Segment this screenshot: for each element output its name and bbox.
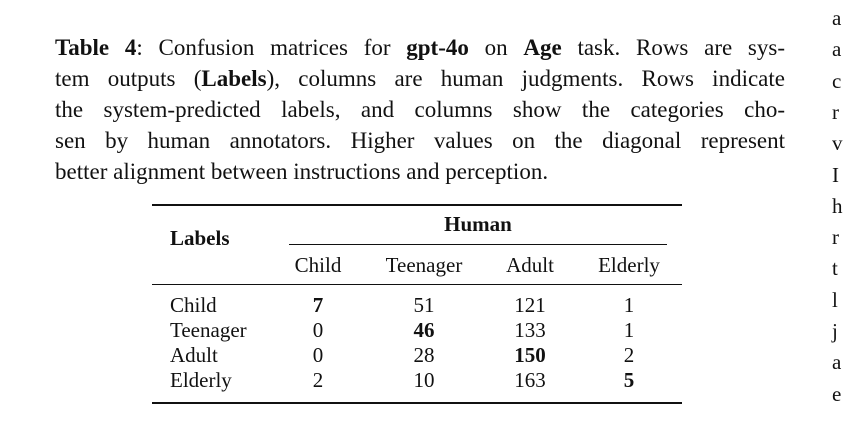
cell-value: 28 <box>413 343 435 367</box>
cell-value: 7 <box>312 293 324 317</box>
caption-text: ), columns are human judgments. Rows ind… <box>266 66 785 91</box>
cell-value: 121 <box>514 293 546 317</box>
cell-value: 0 <box>312 318 324 342</box>
caption-line: better alignment between instructions an… <box>55 156 785 187</box>
caption-bold: Age <box>523 35 562 60</box>
side-text: v <box>832 131 843 156</box>
row-label: Adult <box>170 343 218 367</box>
cell-value: 5 <box>623 368 635 392</box>
caption-text: tem outputs ( <box>55 66 202 91</box>
caption-bold: Labels <box>201 66 267 91</box>
bottom-rule <box>152 402 682 404</box>
cell-value: 163 <box>514 368 546 392</box>
cell-value: 1 <box>623 293 635 317</box>
caption-text: sen by human annotators. Higher values o… <box>55 128 785 153</box>
cell-value: 150 <box>514 343 546 367</box>
side-text: h <box>832 193 843 218</box>
column-header: Child <box>294 253 342 277</box>
top-rule <box>152 204 682 206</box>
side-text: r <box>832 225 839 250</box>
side-text: c <box>832 68 842 93</box>
caption-line: the system-predicted labels, and columns… <box>55 94 785 125</box>
cell-value: 0 <box>312 343 324 367</box>
cell-value: 2 <box>623 343 635 367</box>
cell-value: 133 <box>514 318 546 342</box>
row-header: Labels <box>170 226 230 250</box>
column-group: Human <box>444 212 512 236</box>
side-text: t <box>832 256 838 281</box>
row-label: Child <box>170 293 217 317</box>
cell-value: 10 <box>413 368 435 392</box>
side-text: a <box>832 37 842 62</box>
caption-bold: Table 4 <box>55 35 137 60</box>
side-text: r <box>832 99 839 124</box>
caption-line: sen by human annotators. Higher values o… <box>55 125 785 156</box>
caption-text: : Confusion matrices for <box>136 35 407 60</box>
caption-text: on <box>468 35 524 60</box>
column-header: Adult <box>506 253 554 277</box>
side-text: e <box>832 381 842 406</box>
caption-line: tem outputs (Labels), columns are human … <box>55 63 785 94</box>
caption-text: better alignment between instructions an… <box>55 159 549 184</box>
caption-line: Table 4: Confusion matrices for gpt-4o o… <box>55 32 785 63</box>
caption-text: the system-predicted labels, and columns… <box>55 97 785 122</box>
side-text: j <box>832 319 838 343</box>
row-label: Elderly <box>170 368 232 392</box>
column-header: Teenager <box>385 253 463 277</box>
cell-value: 46 <box>413 318 435 342</box>
side-text: a <box>832 6 842 30</box>
side-text: a <box>832 350 842 375</box>
side-text: I <box>832 162 839 187</box>
row-label: Teenager <box>170 318 247 342</box>
group-rule <box>289 244 667 245</box>
cell-value: 2 <box>312 368 324 392</box>
side-text: l <box>832 287 838 312</box>
mid-rule <box>152 284 682 285</box>
cell-value: 1 <box>623 318 635 342</box>
column-header: Elderly <box>598 253 660 277</box>
caption-bold: gpt-4o <box>406 35 469 60</box>
caption-text: task. Rows are sys- <box>561 35 785 60</box>
cell-value: 51 <box>413 293 435 317</box>
